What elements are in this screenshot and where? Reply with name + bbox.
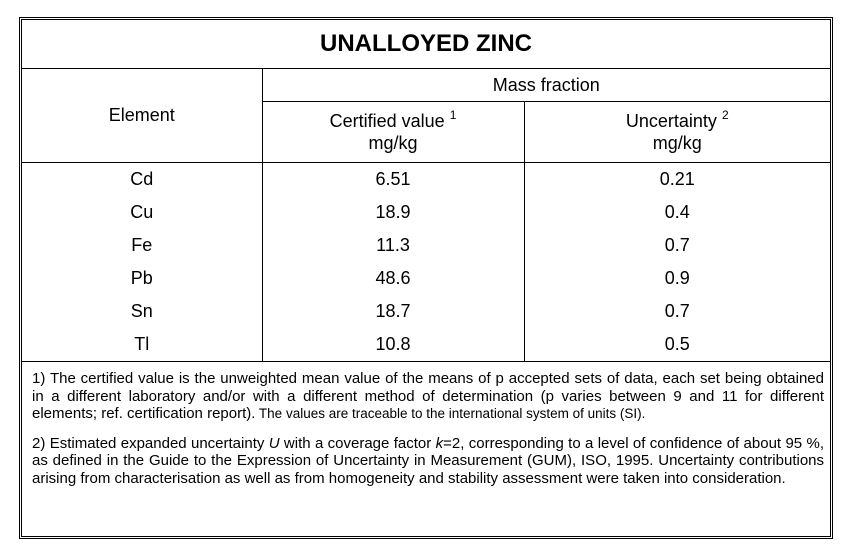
certified-value: 11.3 xyxy=(261,229,524,262)
uncertainty: 0.7 xyxy=(523,295,831,328)
uncertainty: 0.21 xyxy=(523,162,831,196)
footnote: 2) Estimated expanded uncertainty U with… xyxy=(32,435,824,488)
element: Tl xyxy=(134,334,150,354)
uncertainty: 0.9 xyxy=(523,262,831,295)
symbol: U xyxy=(268,434,280,452)
uncertainty: 0.5 xyxy=(523,328,831,361)
element: Cd xyxy=(130,169,154,189)
title: UNALLOYED ZINC xyxy=(22,20,831,69)
footnote: 1) The certified value is the unweighted… xyxy=(32,370,824,423)
footnote-text: with a coverage factor xyxy=(279,434,436,452)
footnote-text: =2, corresponding to a level of confiden… xyxy=(32,434,824,487)
symbol: k xyxy=(435,434,444,452)
uncertainty: 0.4 xyxy=(523,196,831,229)
header-label: Uncertainty xyxy=(625,111,717,131)
unit: mg/kg xyxy=(652,133,702,153)
certified-value: 18.9 xyxy=(261,196,524,229)
note-ref: 2 xyxy=(721,108,729,122)
certified-value: 18.7 xyxy=(261,295,524,328)
table: UNALLOYED ZINC Element Mass fraction Cer… xyxy=(22,20,831,361)
table-row: Fe 11.3 0.7 xyxy=(22,229,831,262)
table-row: Cu 18.9 0.4 xyxy=(22,196,831,229)
mass-fraction-header: Mass fraction xyxy=(261,68,831,102)
header-label: Certified value xyxy=(329,111,445,131)
unit: mg/kg xyxy=(368,133,418,153)
table-row: Sn 18.7 0.7 xyxy=(22,295,831,328)
footnote-text: The values are traceable to the internat… xyxy=(255,406,646,421)
footnotes: 1) The certified value is the unweighted… xyxy=(22,361,830,487)
element: Sn xyxy=(130,301,153,321)
table-row: Tl 10.8 0.5 xyxy=(22,328,831,361)
element: Cu xyxy=(130,202,154,222)
footnote-text: 2) Estimated expanded uncertainty xyxy=(32,434,269,452)
uncertainty: 0.7 xyxy=(523,229,831,262)
table-row: Pb 48.6 0.9 xyxy=(22,262,831,295)
footnote-text: 1) The certified value is the unweighted… xyxy=(32,370,824,422)
certified-value: 48.6 xyxy=(261,262,524,295)
certified-header: Certified value 1 mg/kg xyxy=(261,101,524,163)
element-header: Element xyxy=(22,68,262,163)
element: Fe xyxy=(131,235,153,255)
note-ref: 1 xyxy=(449,108,457,122)
table-row: Cd 6.51 0.21 xyxy=(22,162,831,196)
element: Pb xyxy=(130,268,153,288)
certified-value: 10.8 xyxy=(261,328,524,361)
uncertainty-header: Uncertainty 2 mg/kg xyxy=(523,101,831,163)
certified-value: 6.51 xyxy=(261,162,524,196)
certificate-table: UNALLOYED ZINC Element Mass fraction Cer… xyxy=(19,17,833,539)
